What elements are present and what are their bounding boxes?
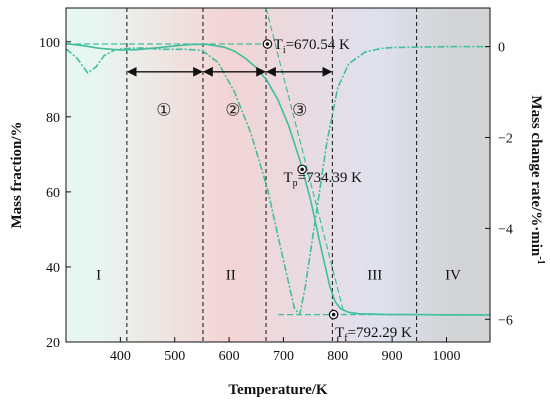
x-axis: 400 500 600 700 800 900 1000 [110,337,461,364]
annotation-value: =792.29 K [348,325,412,341]
series-group [65,42,490,316]
left-y-tick-label: 40 [46,261,60,276]
right-y-axis-title-sup: -1 [535,256,546,264]
left-y-tick-label: 20 [46,336,60,351]
region-label: III [367,267,382,283]
annotation-subscript: i [283,45,286,56]
x-tick-label: 400 [110,349,131,364]
tangent-line [265,7,345,315]
right-y-axis: 0 −2 −4 −6 [485,41,513,328]
annotation-symbol: T [274,37,283,53]
left-y-axis-title: Mass fraction/% [9,121,25,228]
region-labels: I II III IV [96,267,461,283]
annotation-symbol: T [335,325,344,341]
x-tick-label: 900 [382,349,403,364]
x-tick-label: 700 [273,349,294,364]
plot-background [66,8,490,342]
annotation-symbol: T [283,170,292,186]
region-label: IV [445,267,461,283]
left-y-tick-label: 60 [46,186,60,201]
annotation-value: =670.54 K [286,37,350,53]
region-label: I [96,267,101,283]
stage-label: ③ [292,100,307,119]
stage-label: ② [225,100,240,119]
right-y-tick-label: −6 [498,313,513,328]
annotation-subscript: p [293,178,298,189]
point-marker-dot [331,312,336,317]
mass-change-rate-line [65,45,490,316]
right-y-tick-label: −4 [498,222,513,237]
annotation-label: Tp=734.39 K [283,170,362,189]
x-tick-label: 600 [219,349,240,364]
x-tick-label: 1000 [433,349,461,364]
annotation-label: Ti=670.54 K [274,37,350,56]
right-y-axis-title-main: Mass change rate/%·min [528,95,544,256]
point-marker-dot [300,167,304,172]
stage-label: ① [156,100,171,119]
left-y-axis: 20 40 60 80 100 [39,36,71,351]
left-y-tick-label: 100 [39,36,60,51]
annotation-subscript: f [344,333,348,344]
right-y-axis-title: Mass change rate/%·min-1 [528,95,546,264]
x-axis-title: Temperature/K [228,382,327,398]
x-tick-label: 800 [327,349,348,364]
stage-arrows: ① ② ③ [126,66,333,119]
annotation-label: Tf=792.29 K [335,325,412,344]
plot-frame [65,7,491,343]
right-y-tick-label: 0 [498,41,505,56]
right-y-tick-label: −2 [498,132,513,147]
left-y-tick-label: 80 [46,111,60,126]
x-tick-label: 500 [164,349,185,364]
annotation-value: =734.39 K [298,170,362,186]
region-label: II [226,267,236,283]
annotations: Ti=670.54 KTp=734.39 KTf=792.29 K [262,37,412,344]
point-marker-dot [265,42,270,46]
